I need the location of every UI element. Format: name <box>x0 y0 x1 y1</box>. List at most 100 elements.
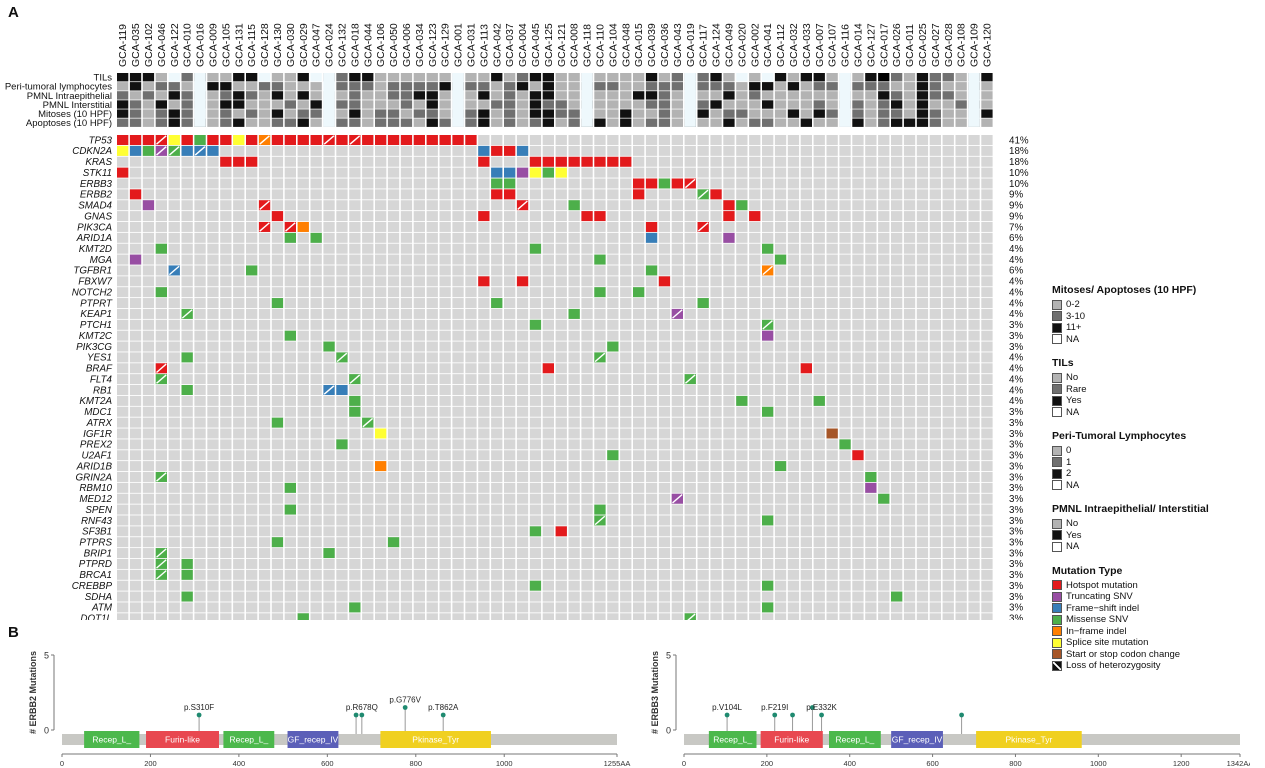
grid-cell <box>697 341 709 352</box>
grid-cell <box>413 265 425 276</box>
protein-domain <box>287 731 339 748</box>
grid-cell <box>168 417 180 428</box>
grid-cell <box>787 374 800 385</box>
grid-cell <box>491 504 503 515</box>
grid-cell <box>297 526 309 537</box>
grid-cell <box>465 406 477 417</box>
grid-cell <box>710 156 722 167</box>
grid-cell <box>220 221 232 232</box>
grid-cell <box>723 243 735 254</box>
grid-cell <box>336 591 348 602</box>
mutation-cell <box>491 298 503 309</box>
grid-cell <box>800 580 812 591</box>
grid-cell <box>400 178 413 189</box>
grid-cell <box>258 178 271 189</box>
grid-cell <box>645 406 658 417</box>
grid-cell <box>349 341 361 352</box>
clinical-cell <box>362 73 374 82</box>
grid-cell <box>155 167 167 178</box>
grid-cell <box>323 374 335 385</box>
grid-cell <box>581 591 593 602</box>
grid-cell <box>181 613 193 620</box>
grid-cell <box>839 428 851 439</box>
grid-cell <box>400 330 413 341</box>
sample-label: GCA-039 <box>646 23 658 67</box>
grid-cell <box>233 395 245 406</box>
grid-cell <box>633 439 645 450</box>
grid-cell <box>168 287 180 298</box>
grid-cell <box>349 156 361 167</box>
grid-cell <box>375 189 387 200</box>
grid-cell <box>439 200 451 211</box>
grid-cell <box>542 602 554 613</box>
grid-cell <box>400 439 413 450</box>
grid-cell <box>968 341 980 352</box>
grid-cell <box>207 330 219 341</box>
grid-cell <box>620 504 632 515</box>
grid-cell <box>581 428 593 439</box>
grid-cell <box>504 558 516 569</box>
grid-cell <box>903 385 916 396</box>
grid-cell <box>529 308 542 319</box>
clinical-cell <box>117 82 129 91</box>
grid-cell <box>246 580 258 591</box>
grid-cell <box>336 200 348 211</box>
grid-cell <box>981 287 993 298</box>
grid-cell <box>310 602 322 613</box>
grid-cell <box>697 254 709 265</box>
grid-cell <box>349 482 361 493</box>
grid-cell <box>258 167 271 178</box>
grid-cell <box>813 580 825 591</box>
grid-cell <box>723 221 735 232</box>
grid-cell <box>194 341 206 352</box>
legend-label: Start or stop codon change <box>1066 648 1181 660</box>
clinical-cell <box>749 91 761 100</box>
legend-swatch <box>1052 614 1062 625</box>
grid-cell <box>258 417 271 428</box>
grid-cell <box>903 265 916 276</box>
gene-percentage: 3% <box>1009 592 1023 603</box>
grid-cell <box>839 243 851 254</box>
grid-cell <box>478 221 490 232</box>
grid-cell <box>955 493 967 504</box>
mutation-cell <box>271 135 284 145</box>
grid-cell <box>955 548 967 559</box>
grid-cell <box>168 515 180 526</box>
grid-cell <box>323 178 335 189</box>
clinical-cell <box>491 118 503 127</box>
grid-cell <box>516 352 529 363</box>
grid-cell <box>839 471 851 482</box>
grid-cell <box>865 439 877 450</box>
grid-cell <box>439 211 451 222</box>
grid-cell <box>916 471 929 482</box>
grid-cell <box>478 189 490 200</box>
grid-cell <box>129 613 142 620</box>
grid-cell <box>981 308 993 319</box>
grid-cell <box>323 406 335 417</box>
grid-cell <box>903 189 916 200</box>
clinical-cell <box>478 73 490 82</box>
gene-label: BRIP1 <box>84 548 112 559</box>
grid-cell <box>271 189 284 200</box>
grid-cell <box>129 591 142 602</box>
grid-cell <box>658 243 671 254</box>
grid-cell <box>310 395 322 406</box>
grid-cell <box>258 526 271 537</box>
grid-cell <box>117 613 129 620</box>
grid-cell <box>400 145 413 156</box>
grid-cell <box>207 461 219 472</box>
grid-cell <box>813 493 825 504</box>
grid-cell <box>452 156 464 167</box>
grid-cell <box>336 363 348 374</box>
sample-label: GCA-024 <box>324 23 336 67</box>
grid-cell <box>323 145 335 156</box>
grid-cell <box>878 526 890 537</box>
grid-cell <box>891 493 903 504</box>
grid-cell <box>645 352 658 363</box>
grid-cell <box>929 319 941 330</box>
grid-cell <box>310 352 322 363</box>
grid-cell <box>749 450 761 461</box>
clinical-cell <box>349 100 361 109</box>
loh-mark <box>156 548 167 558</box>
grid-cell <box>297 254 309 265</box>
